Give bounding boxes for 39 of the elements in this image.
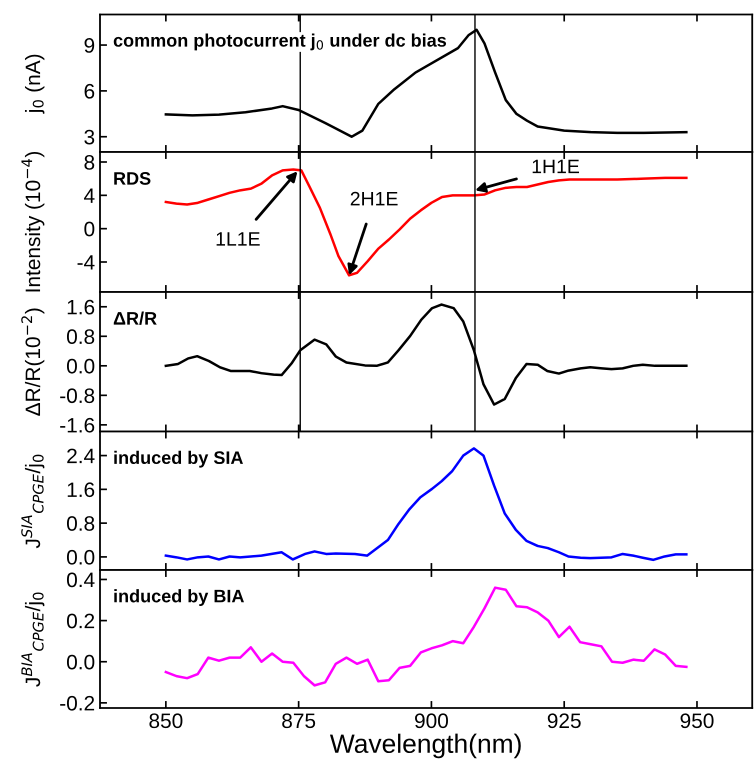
y-tick-label: 0 [84, 222, 94, 236]
x-tick-label: 900 [415, 713, 448, 728]
y-tick-label: -0.8 [60, 388, 94, 404]
y-axis-title: j$_{0}$ (nA) [24, 54, 44, 114]
x-tick-label: 850 [149, 713, 182, 728]
annotation: RDS [114, 172, 150, 185]
y-tick-label: 2.4 [67, 448, 95, 464]
y-tick-label: 0.2 [66, 614, 94, 628]
y-tick-label: 4 [84, 188, 95, 203]
y-tick-label: 9 [84, 38, 94, 53]
y-tick-label: 1.6 [68, 482, 94, 498]
annotation: induced by BIA [114, 589, 244, 606]
y-tick-label: 0.8 [66, 329, 94, 344]
y-tick-label: 8 [84, 155, 94, 170]
y-tick-label: 1.6 [68, 300, 94, 315]
y-tick-label: -4 [78, 255, 95, 270]
annotation: induced by SIA [114, 450, 243, 468]
y-tick-label: 3 [84, 130, 94, 144]
y-tick-label: 0.0 [66, 654, 94, 670]
annotation: 2H1E [350, 192, 398, 206]
y-axis-title: ΔR/R(10$^{−2}$) [21, 308, 44, 416]
y-axis-title: J$^{SIA}$$_{CPGE}$/j$_{0}$ [21, 454, 44, 548]
y-tick-label: 6 [84, 84, 94, 99]
y-tick-label: 0.8 [66, 516, 94, 531]
x-axis-title: Wavelength(nm) [330, 734, 521, 758]
y-axis-title: J$^{BIA}$$_{CPGE}$/j$_{0}$ [21, 592, 44, 687]
annotation: 1H1E [532, 160, 580, 174]
y-tick-label: -1.6 [60, 418, 94, 433]
x-tick-label: 950 [680, 713, 714, 728]
y-tick-label: 0.4 [66, 572, 95, 588]
annotation: 1L1E [216, 232, 260, 246]
x-tick-label: 875 [282, 713, 316, 728]
y-tick-label: -0.2 [60, 696, 94, 711]
annotation: ΔR/R [114, 311, 157, 325]
y-tick-label: 0.0 [66, 358, 94, 374]
y-axis-title: Intensity (10$^{−4}$) [21, 152, 44, 292]
annotation: common photocurrent j$_{0}$ under dc bias [114, 34, 446, 50]
y-tick-label: 0.0 [66, 550, 94, 565]
x-tick-label: 925 [548, 713, 581, 728]
